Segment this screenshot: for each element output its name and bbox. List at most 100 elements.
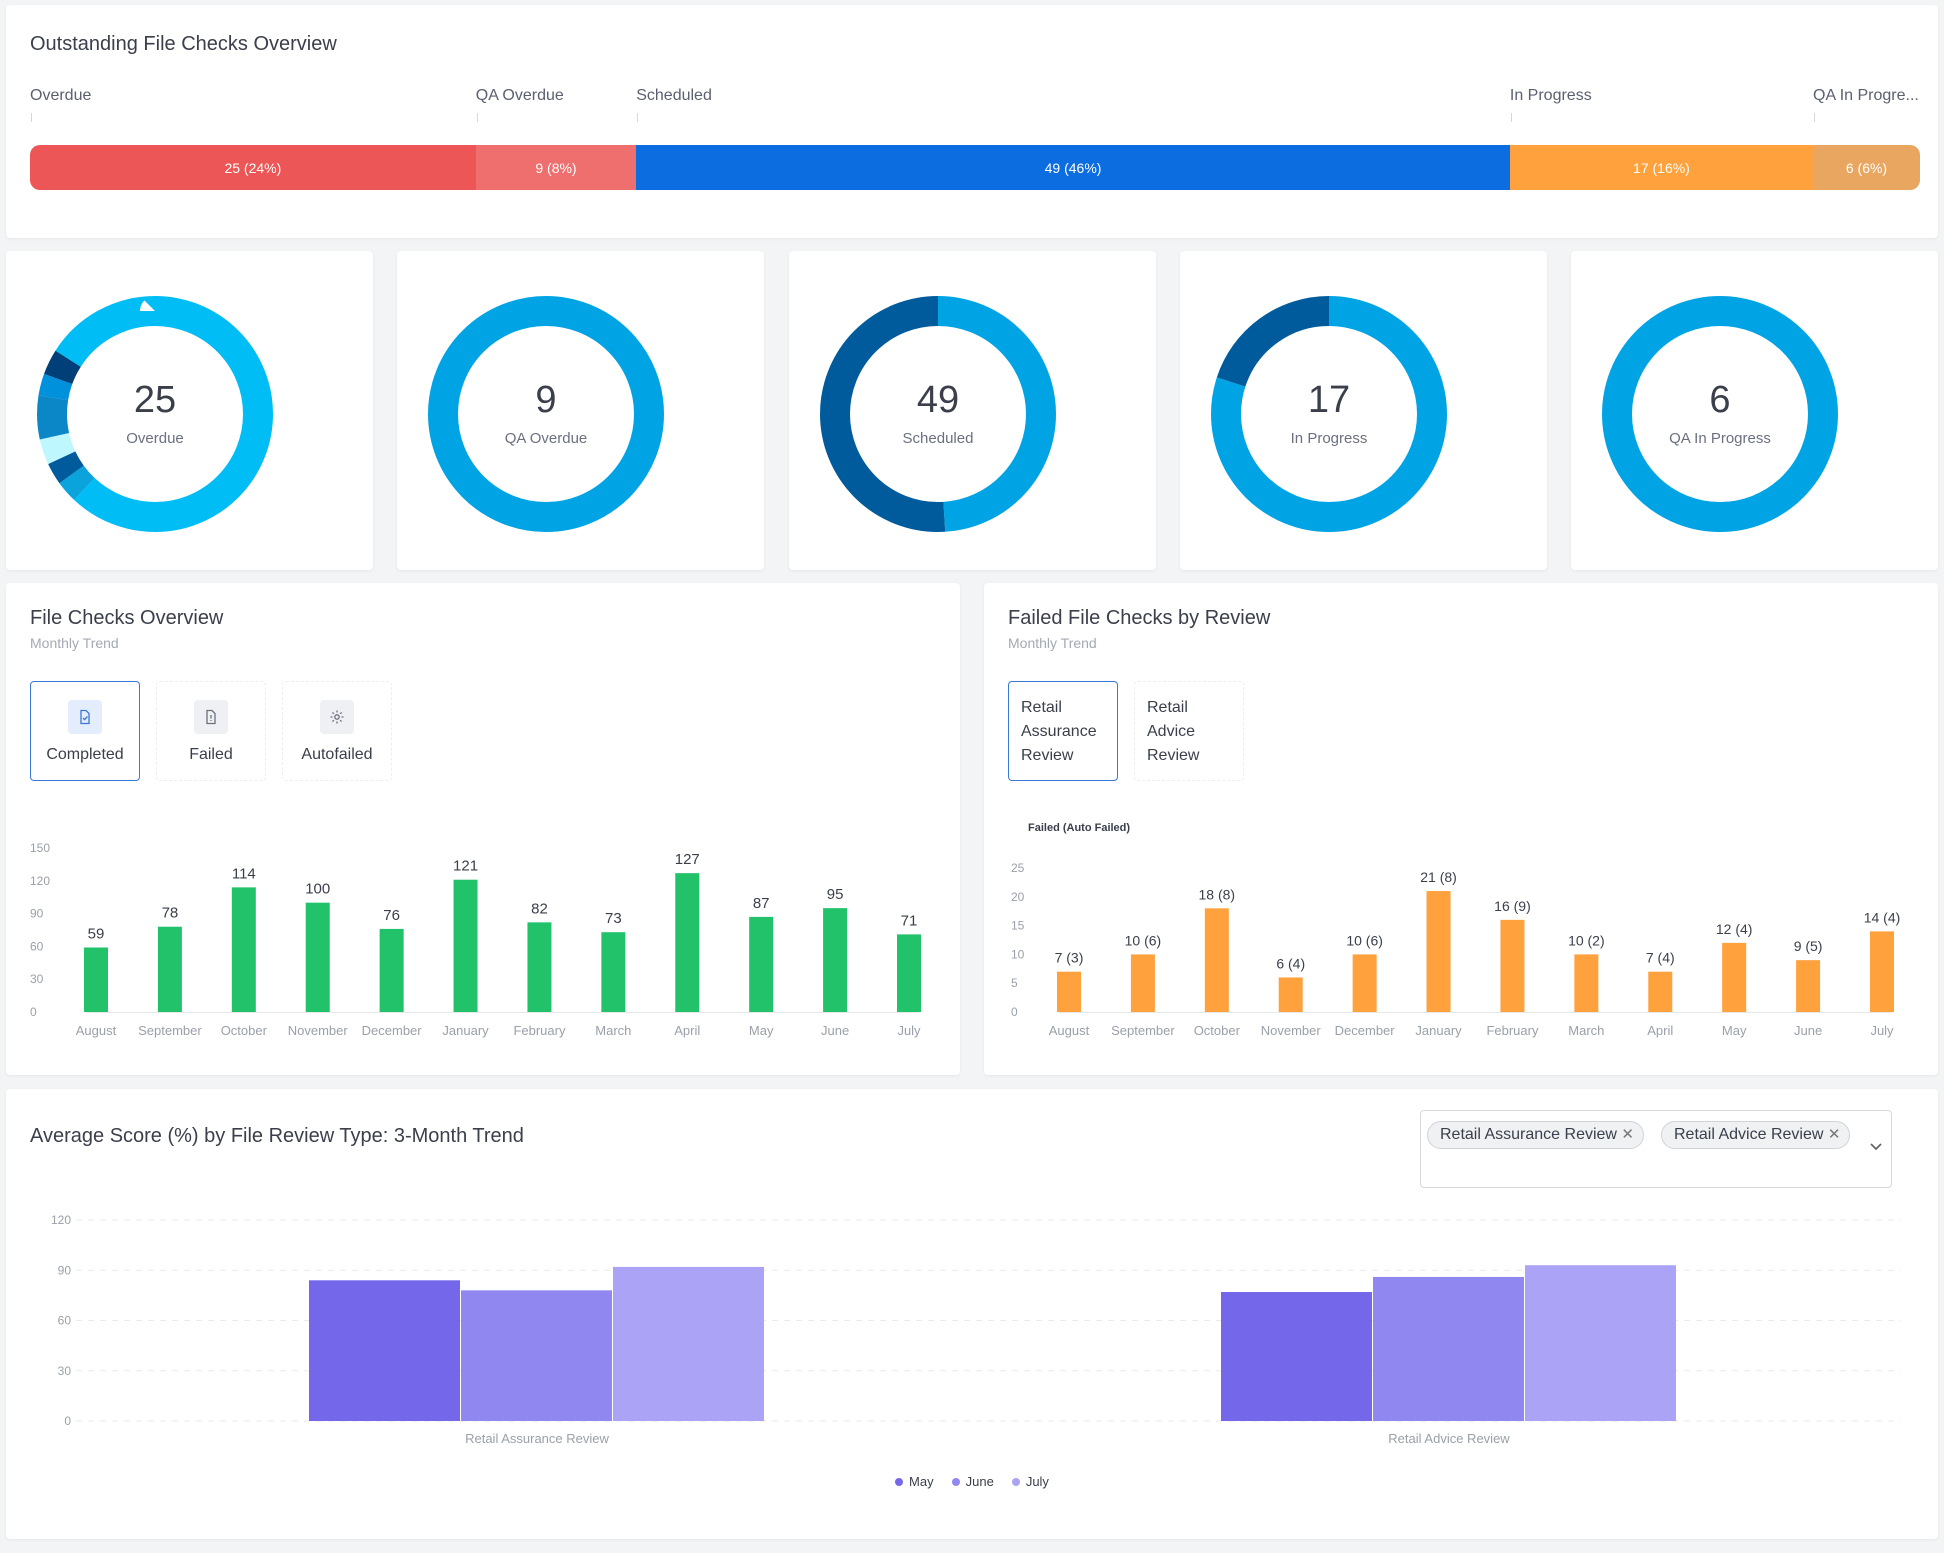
bar[interactable]	[1796, 960, 1821, 1012]
failed-monthly-chart: 0 5 10 15 20 25 7 (3) August 10 (6) September 18 (…	[1011, 822, 1900, 1038]
bar-data-label: 100	[305, 881, 330, 898]
segment-label: In Progress	[1509, 87, 1592, 104]
legend-dot	[895, 1477, 904, 1486]
bar[interactable]	[1648, 971, 1673, 1012]
donut-card-scheduled[interactable]: 49 Scheduled	[789, 251, 1156, 570]
bar-data-label: 10 (6)	[1346, 932, 1383, 948]
bar[interactable]	[1426, 891, 1451, 1012]
donut-label: Overdue	[126, 430, 184, 447]
x-tick-label: October	[1194, 1023, 1241, 1038]
donut-slice[interactable]	[428, 296, 664, 532]
bar[interactable]	[1204, 908, 1229, 1012]
donut-label: In Progress	[1290, 430, 1368, 447]
tab-failed[interactable]: Failed	[156, 681, 266, 781]
donut-slice[interactable]	[37, 296, 273, 532]
stack-segment[interactable]: 6 (6%)	[1813, 145, 1920, 190]
segment-label: QA Overdue	[475, 87, 564, 104]
bar[interactable]	[231, 887, 256, 1012]
bar-data-label: 121	[453, 858, 478, 875]
bar[interactable]	[84, 947, 108, 1012]
bar[interactable]	[613, 1266, 764, 1421]
y-tick-label: 120	[30, 874, 50, 888]
y-tick-label: 5	[1011, 976, 1018, 990]
bar[interactable]	[1373, 1276, 1524, 1421]
bar[interactable]	[601, 932, 626, 1012]
x-tick-label: February	[1486, 1023, 1539, 1038]
bar[interactable]	[1352, 954, 1377, 1012]
x-tick-label: December	[362, 1023, 423, 1038]
segment-tick	[476, 113, 478, 122]
bar[interactable]	[749, 916, 774, 1012]
outstanding-title: Outstanding File Checks Overview	[30, 33, 337, 55]
donut-chart	[1602, 296, 1838, 532]
bar-data-label: 127	[675, 851, 700, 868]
bar[interactable]	[309, 1280, 460, 1421]
donut-slice[interactable]	[1211, 296, 1447, 532]
bar-data-label: 21 (8)	[1420, 869, 1457, 885]
donut-card-qa-overdue[interactable]: 9 QA Overdue	[397, 251, 764, 570]
x-tick-label: August	[1049, 1023, 1090, 1038]
donut-card-in-progress[interactable]: 17 In Progress	[1180, 251, 1547, 570]
legend-label: June	[965, 1474, 994, 1489]
bar[interactable]	[461, 1290, 612, 1421]
donut-label: QA In Progress	[1669, 430, 1771, 447]
bar[interactable]	[453, 879, 478, 1012]
legend-item[interactable]: July	[1011, 1474, 1049, 1489]
segment-tick	[31, 113, 32, 122]
y-tick-label: 0	[64, 1414, 71, 1428]
tab-retail-assurance-review[interactable]: Retail Assurance Review	[1008, 681, 1118, 781]
close-icon[interactable]: ✕	[1621, 1126, 1634, 1143]
tab-retail-advice-review[interactable]: Retail Advice Review	[1134, 681, 1244, 781]
bar[interactable]	[1722, 942, 1747, 1012]
bar[interactable]	[823, 908, 848, 1012]
bar-data-label: 7 (3)	[1055, 950, 1084, 966]
legend-item[interactable]: June	[951, 1474, 994, 1489]
bar[interactable]	[1130, 954, 1155, 1012]
donut-slice[interactable]	[37, 296, 273, 532]
donut-slice[interactable]	[820, 296, 1056, 532]
donut-card-qa-in-progress[interactable]: 6 QA In Progress	[1571, 251, 1938, 570]
donut-chart	[37, 296, 273, 532]
legend-item[interactable]: May	[895, 1474, 934, 1489]
bar[interactable]	[527, 922, 552, 1012]
donut-slice[interactable]	[1602, 296, 1838, 532]
segment-tick	[1510, 113, 1512, 122]
tab-completed[interactable]: Completed	[30, 681, 140, 781]
bar[interactable]	[1500, 919, 1525, 1012]
y-tick-label: 10	[1011, 947, 1025, 961]
x-tick-label: July	[897, 1023, 921, 1038]
x-tick-label: December	[1335, 1023, 1396, 1038]
stack-segment[interactable]: 25 (24%)	[30, 145, 476, 190]
file-check-icon	[68, 700, 102, 734]
donut-count: 25	[133, 379, 177, 421]
y-tick-label: 30	[58, 1364, 72, 1378]
bar[interactable]	[1278, 977, 1303, 1012]
bar-data-label: 114	[232, 865, 256, 882]
bar[interactable]	[305, 902, 330, 1012]
bar[interactable]	[897, 934, 921, 1012]
bar[interactable]	[1525, 1265, 1676, 1421]
bar[interactable]	[1057, 971, 1081, 1012]
bar[interactable]	[157, 926, 182, 1012]
stack-segment[interactable]: 9 (8%)	[475, 145, 637, 190]
tab-autofailed[interactable]: Autofailed	[282, 681, 392, 781]
outstanding-stacked-bar[interactable]: 25 (24%) 9 (8%) 49 (46%) 17 (16%) 6 (6%)	[30, 145, 1920, 190]
chevron-down-icon[interactable]	[1867, 1137, 1885, 1155]
x-tick-label: July	[1870, 1023, 1894, 1038]
bar-data-label: 59	[88, 925, 105, 942]
bar-data-label: 18 (8)	[1199, 886, 1236, 902]
stack-segment[interactable]: 49 (46%)	[636, 145, 1510, 190]
close-icon[interactable]: ✕	[1827, 1126, 1841, 1143]
donut-card-overdue[interactable]: 25 Overdue	[6, 251, 373, 570]
bar[interactable]	[1221, 1292, 1372, 1421]
bar[interactable]	[379, 928, 404, 1012]
chip-retail-assurance-review: Retail Assurance Review ✕	[1427, 1121, 1644, 1149]
file-alert-icon	[194, 700, 228, 734]
review-type-multiselect[interactable]: Retail Assurance Review ✕ Retail Advice …	[1420, 1110, 1892, 1188]
stack-segment[interactable]: 17 (16%)	[1509, 145, 1813, 190]
bar[interactable]	[675, 873, 700, 1012]
bar[interactable]	[1870, 931, 1894, 1012]
bar[interactable]	[1574, 954, 1599, 1012]
x-tick-label: June	[1794, 1023, 1822, 1038]
y-tick-label: 0	[1011, 1005, 1018, 1019]
